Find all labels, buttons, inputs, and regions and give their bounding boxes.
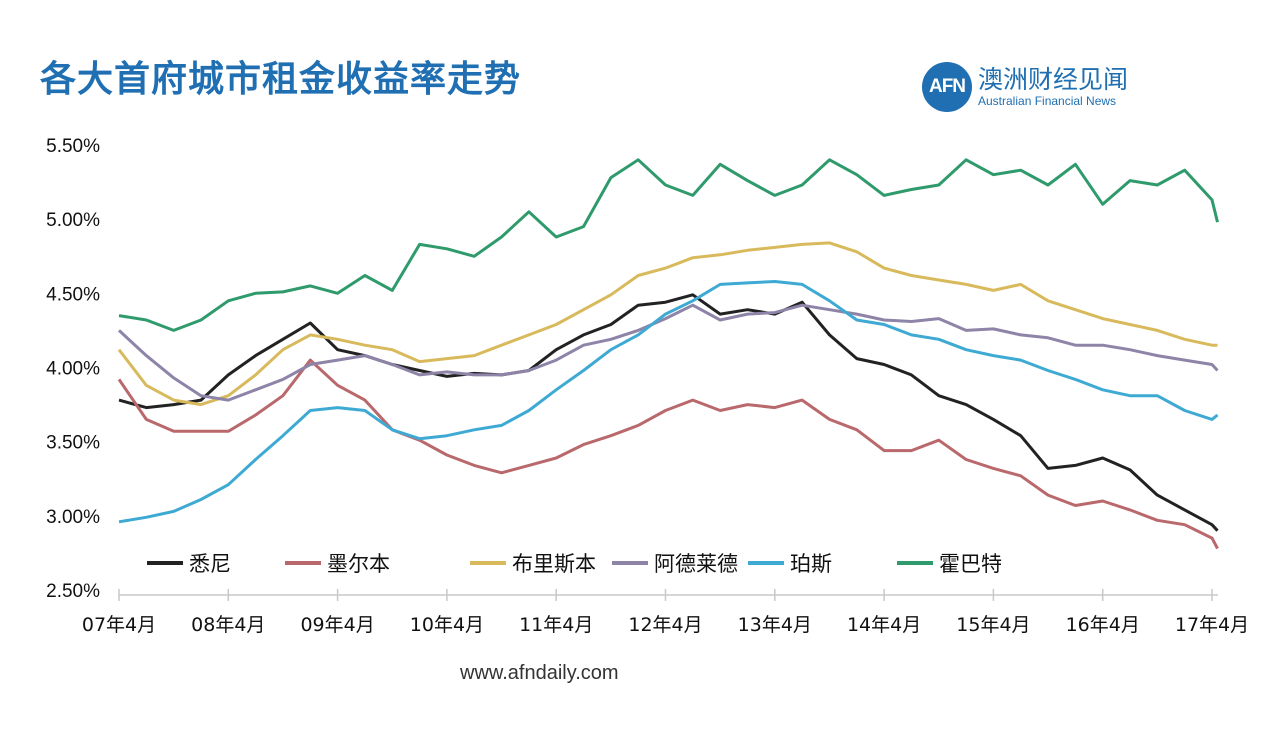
x-tick-label: 15年4月 (956, 614, 1030, 636)
x-tick-label: 12年4月 (628, 614, 702, 636)
series-line-3 (117, 303, 1219, 402)
afn-logo-mark: AFN (922, 62, 972, 112)
logo-name-cn: 澳洲财经见闻 (978, 65, 1129, 94)
logo-name-en: Australian Financial News (978, 94, 1117, 108)
x-tick-label: 09年4月 (300, 614, 374, 636)
series-line-2 (117, 241, 1218, 407)
chart-title: 各大首府城市租金收益率走势 (40, 59, 522, 100)
legend-label: 阿德莱德 (654, 552, 738, 576)
x-tick-label: 10年4月 (410, 614, 484, 636)
series-line-5 (118, 158, 1219, 332)
x-tick-label: 07年4月 (82, 614, 156, 636)
x-tick-label: 17年4月 (1175, 614, 1249, 636)
y-tick-label: 3.00% (46, 507, 100, 528)
y-tick-label: 4.50% (46, 284, 100, 305)
series-line-0 (118, 293, 1219, 532)
legend-label: 珀斯 (790, 552, 832, 576)
series-line-4 (118, 280, 1219, 524)
series-line-1 (117, 358, 1219, 550)
website-url: www.afndaily.com (460, 662, 619, 684)
legend-label: 墨尔本 (327, 552, 390, 576)
legend-label: 霍巴特 (939, 552, 1002, 576)
legend-label: 布里斯本 (512, 552, 596, 576)
x-tick-label: 14年4月 (847, 614, 921, 636)
afn-logo: AFN 澳洲财经见闻 Australian Financial News (922, 62, 1128, 112)
y-tick-label: 5.00% (46, 210, 100, 231)
y-tick-label: 5.50% (46, 136, 100, 157)
x-tick-label: 16年4月 (1066, 614, 1140, 636)
y-tick-label: 3.50% (46, 433, 100, 454)
x-tick-label: 11年4月 (519, 614, 593, 636)
legend-label: 悉尼 (189, 552, 231, 576)
y-tick-label: 4.00% (46, 359, 100, 380)
x-tick-label: 13年4月 (738, 614, 812, 636)
y-tick-label: 2.50% (46, 581, 100, 602)
x-tick-label: 08年4月 (191, 614, 265, 636)
